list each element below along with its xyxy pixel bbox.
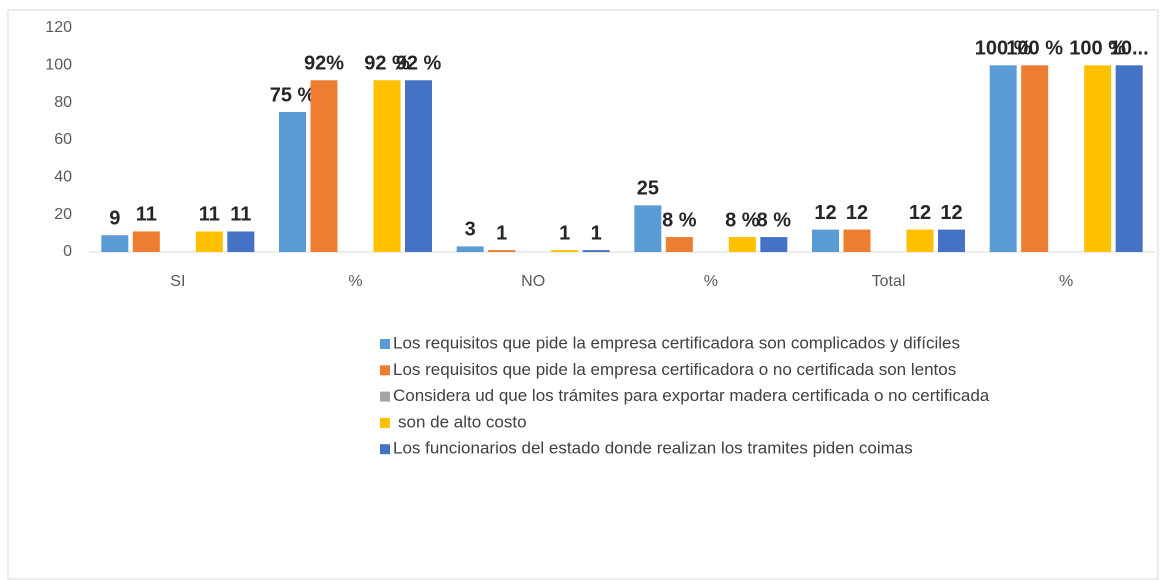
data-label: 9 — [109, 207, 120, 229]
data-label: 12 — [909, 202, 931, 224]
x-tick-label: % — [348, 273, 362, 290]
legend-label: son de alto costo — [398, 412, 527, 431]
data-label: 11 — [136, 204, 157, 226]
x-tick-label: NO — [521, 273, 545, 290]
data-label: 92 % — [364, 53, 410, 75]
bar — [634, 205, 662, 252]
chart-border — [7, 9, 1159, 580]
bar — [843, 229, 871, 252]
y-tick-label: 80 — [54, 94, 72, 111]
data-label: 100 % — [1069, 38, 1126, 60]
legend-label: Los requisitos que pide la empresa certi… — [393, 360, 956, 379]
bar — [728, 237, 756, 252]
data-label: 75 % — [270, 84, 316, 106]
data-label: 12 — [940, 202, 962, 224]
data-label: 92% — [304, 53, 344, 75]
bar — [989, 65, 1017, 252]
data-label: 10... — [1110, 38, 1149, 60]
y-tick-label: 120 — [45, 19, 72, 36]
data-label: 8 % — [757, 209, 792, 231]
y-tick-label: 0 — [63, 243, 72, 260]
data-label: 11 — [230, 204, 251, 226]
bar — [906, 229, 934, 252]
x-tick-label: % — [704, 273, 718, 290]
bar — [488, 250, 516, 252]
bar — [101, 235, 129, 252]
data-label: 100 % — [1006, 38, 1063, 60]
x-tick-label: % — [1059, 273, 1073, 290]
bar — [812, 229, 839, 252]
bar — [195, 231, 223, 252]
bar — [279, 112, 306, 252]
data-label: 11 — [199, 204, 220, 226]
legend-swatch — [380, 365, 390, 376]
x-tick-label: SI — [170, 273, 185, 290]
legend-label: Los requisitos que pide la empresa certi… — [393, 333, 960, 352]
y-tick-label: 20 — [54, 206, 72, 223]
y-tick-label: 100 — [45, 57, 72, 74]
bar — [1021, 65, 1049, 252]
y-tick-label: 60 — [54, 131, 72, 148]
bar — [132, 231, 160, 252]
bar — [227, 231, 255, 252]
legend-label: Considera ud que los trámites para expor… — [393, 386, 990, 405]
data-label: 92 % — [396, 53, 442, 75]
bar — [310, 80, 338, 253]
x-tick-label: Total — [872, 273, 906, 290]
data-label: 1 — [591, 222, 602, 244]
legend-swatch — [380, 339, 390, 349]
data-label: 100 % — [975, 38, 1032, 60]
bar — [551, 250, 579, 252]
bar — [938, 229, 965, 252]
data-label: 25 — [637, 178, 659, 200]
bar — [665, 237, 693, 252]
data-label: 1 — [496, 222, 507, 244]
legend-swatch — [380, 391, 390, 402]
y-tick-label: 40 — [54, 169, 72, 186]
bar — [373, 80, 401, 253]
data-label: 8 % — [662, 209, 697, 231]
bar — [1084, 65, 1112, 252]
bar — [582, 250, 610, 252]
data-label: 8 % — [725, 209, 760, 231]
legend-swatch — [380, 417, 390, 428]
data-label: 12 — [814, 202, 836, 224]
data-label: 12 — [846, 202, 868, 224]
data-label: 1 — [559, 222, 570, 244]
bar — [1115, 65, 1143, 252]
legend-label: Los funcionarios del estado donde realiz… — [393, 439, 913, 458]
bar — [456, 246, 484, 252]
bar — [405, 80, 432, 253]
bar — [760, 237, 788, 252]
data-label: 3 — [465, 219, 476, 241]
legend-swatch — [380, 444, 390, 455]
